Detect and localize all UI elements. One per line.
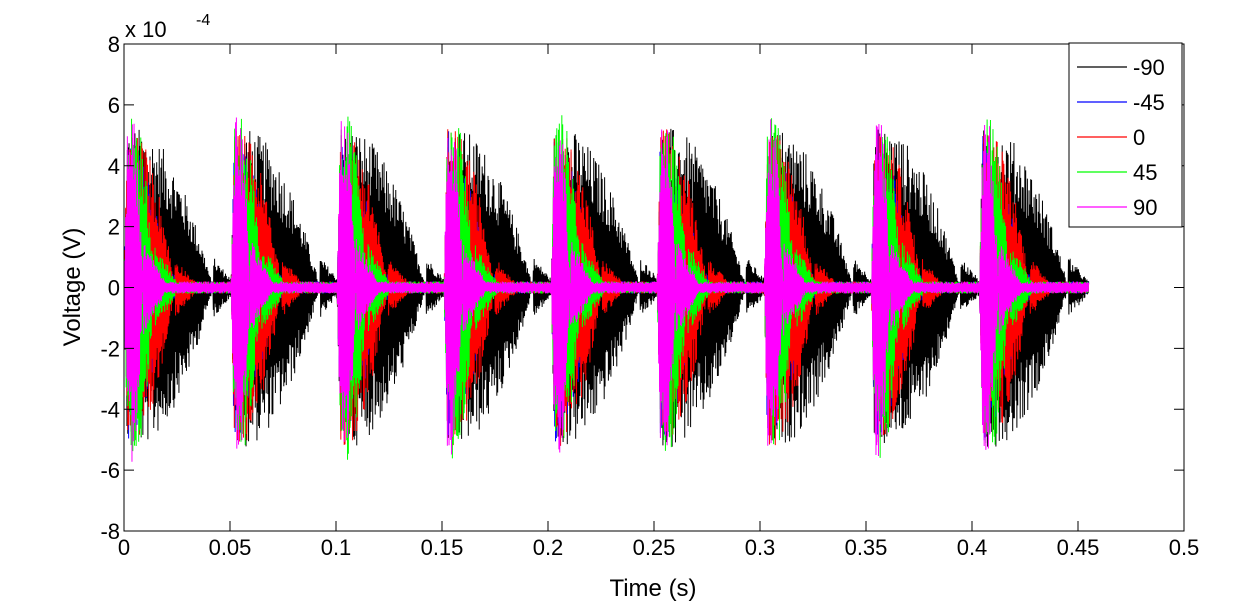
x-tick-label: 0.45 — [1057, 535, 1100, 560]
series-line — [123, 129, 1090, 446]
legend: -90 -45 0 45 90 — [1068, 42, 1183, 228]
legend-box — [1068, 42, 1183, 228]
x-tick-label: 0.2 — [533, 535, 564, 560]
x-tick-label: 0.05 — [209, 535, 252, 560]
legend-label: -90 — [1133, 55, 1165, 80]
x-tick-label: 0.3 — [745, 535, 776, 560]
legend-label: 45 — [1133, 160, 1157, 185]
y-tick-label: -2 — [100, 336, 120, 361]
x-tick-label: 0.4 — [957, 535, 988, 560]
x-tick-label: 0.1 — [321, 535, 352, 560]
y-tick-label: 2 — [108, 215, 120, 240]
y-axis-exponent: -4 — [196, 12, 210, 29]
series-layer — [123, 115, 1090, 462]
x-tick-label: 0.15 — [421, 535, 464, 560]
y-axis-multiplier: x 10 — [125, 17, 167, 42]
y-tick-label: 8 — [108, 32, 120, 57]
x-tick-label: 0.35 — [845, 535, 888, 560]
legend-label: 90 — [1133, 195, 1157, 220]
legend-label: 0 — [1133, 125, 1145, 150]
y-tick-label: -4 — [100, 397, 120, 422]
y-tick-label: 4 — [108, 154, 120, 179]
y-tick-label: 0 — [108, 276, 120, 301]
y-tick-label: -8 — [100, 519, 120, 544]
x-tick-label: 0.25 — [633, 535, 676, 560]
y-axis-title: Voltage (V) — [59, 228, 86, 347]
x-tick-label: 0 — [118, 535, 130, 560]
tick-layer: 0 0.05 0.1 0.15 0.2 0.25 0.3 0.35 0.4 0.45 0.5 -8 -6… — [100, 32, 1199, 560]
y-tick-label: 6 — [108, 93, 120, 118]
y-axis-scale-factor: x 10 -4 — [125, 12, 210, 42]
x-axis-title: Time (s) — [609, 575, 696, 602]
x-tick-label: 0.5 — [1169, 535, 1200, 560]
y-tick-label: -6 — [100, 458, 120, 483]
legend-label: -45 — [1133, 90, 1165, 115]
series-line — [123, 128, 1090, 447]
series-line — [123, 117, 1090, 462]
